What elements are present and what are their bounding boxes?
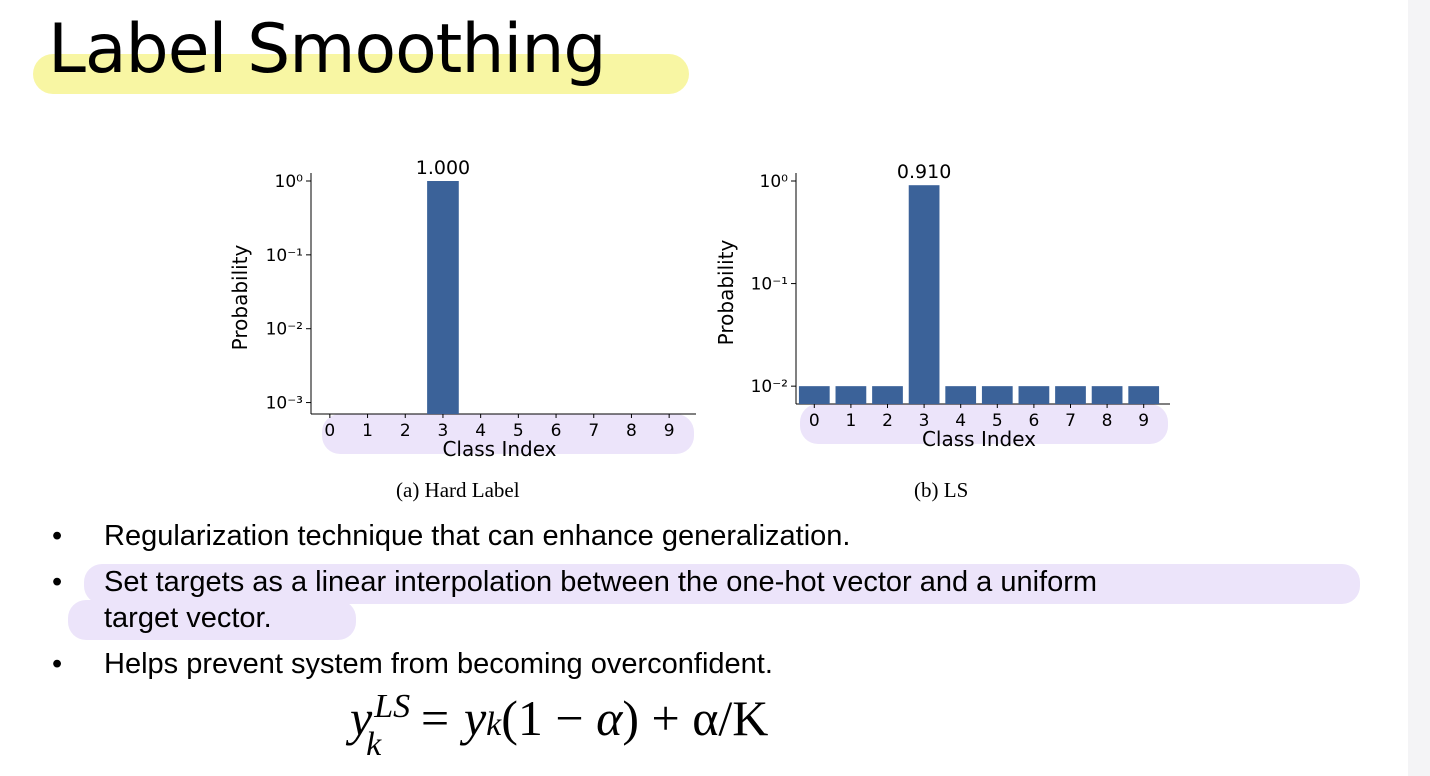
bullet-dot: •: [52, 648, 63, 680]
highlight-mark-axis-a: [322, 414, 694, 454]
bar: [908, 185, 940, 404]
y-tick-label: 10⁻³: [266, 394, 303, 414]
x-axis-label: Class Index: [922, 427, 1036, 451]
x-axis-label: Class Index: [442, 437, 556, 461]
bullet-text: Regularization technique that can enhanc…: [104, 520, 851, 552]
y-tick-label: 10⁻²: [751, 377, 788, 397]
slide-title: Label Smoothing: [48, 10, 607, 89]
x-tick-label: 8: [1102, 411, 1113, 431]
highlight-mark-axis-b: [800, 404, 1168, 444]
y-tick-label: 10⁻²: [266, 320, 303, 340]
bar: [1128, 386, 1160, 404]
formula-rhs: = y: [417, 690, 487, 746]
x-tick-label: 4: [475, 421, 486, 441]
formula-rhs-close: ) + α/K: [622, 690, 769, 746]
bar: [1055, 386, 1086, 404]
bar: [1091, 386, 1123, 404]
x-tick-label: 6: [1028, 411, 1039, 431]
y-tick-label: 10⁰: [275, 172, 304, 192]
x-tick-label: 8: [626, 421, 637, 441]
bullet-dot: •: [52, 566, 63, 598]
bar: [1018, 386, 1050, 404]
chart-label-smoothing: 10⁰ 10⁻¹ 10⁻² 0 1 2 3 0.910 4 5 6 7 8 9 Class Index Pro…: [714, 161, 1170, 451]
highlight-mark-bullet-2-line-2: [68, 600, 356, 640]
y-tick-label: 10⁻¹: [266, 246, 303, 266]
x-tick-label: 7: [588, 421, 599, 441]
x-tick-label: 4: [955, 411, 966, 431]
caption-ls: (b) LS: [914, 478, 969, 502]
bullet-text: Set targets as a linear interpolation be…: [104, 566, 1098, 598]
bullet-dot: •: [52, 520, 63, 552]
x-tick-label: 0: [809, 411, 820, 431]
slide-margin-strip: [1408, 0, 1430, 776]
bar: [981, 386, 1013, 404]
y-axis-label: Probability: [228, 244, 252, 350]
x-tick-label: 5: [513, 421, 524, 441]
x-tick-label: 2: [400, 421, 411, 441]
bar-value-label: 1.000: [416, 157, 470, 179]
bar: [798, 386, 830, 404]
formula-alpha: α: [596, 690, 623, 746]
x-tick-label: 9: [1138, 411, 1149, 431]
chart-hard-label: 10⁰ 10⁻¹ 10⁻² 10⁻³ 0 1 2 3 1.000 4 5 6 7 8 9 Class Inde…: [228, 157, 696, 461]
x-tick-label: 1: [362, 421, 373, 441]
highlight-mark-bullet-2-line-1: [84, 564, 1360, 604]
formula-lhs-sub: k: [366, 726, 382, 763]
bar: [835, 386, 867, 404]
x-tick-label: 5: [992, 411, 1003, 431]
caption-hard-label: (a) Hard Label: [396, 478, 520, 502]
x-tick-label: 1: [845, 411, 856, 431]
y-tick-label: 10⁻¹: [751, 275, 788, 295]
x-tick-label: 7: [1065, 411, 1076, 431]
y-axis-label: Probability: [714, 239, 738, 345]
bullet-text: target vector.: [104, 602, 272, 634]
bullet-text: Helps prevent system from becoming overc…: [104, 648, 773, 680]
formula-rhs-sub: k: [486, 706, 502, 743]
label-smoothing-formula: yLSk = yk(1 − α) + α/K: [350, 688, 769, 762]
y-tick-label: 10⁰: [760, 172, 789, 192]
formula-lhs-sup: LS: [374, 688, 411, 725]
x-tick-label: 3: [919, 411, 930, 431]
formula-equals: [405, 690, 418, 746]
bar: [872, 386, 903, 404]
formula-lhs-var: y: [350, 690, 373, 746]
x-tick-label: 9: [664, 421, 675, 441]
x-tick-label: 2: [882, 411, 893, 431]
x-tick-label: 3: [438, 421, 449, 441]
bar: [945, 386, 977, 404]
x-tick-label: 0: [324, 421, 335, 441]
bar-value-label: 0.910: [897, 161, 951, 183]
title-highlight: [33, 54, 689, 94]
x-tick-label: 6: [551, 421, 562, 441]
formula-rhs-open: (1 −: [501, 690, 597, 746]
bar: [427, 181, 459, 414]
